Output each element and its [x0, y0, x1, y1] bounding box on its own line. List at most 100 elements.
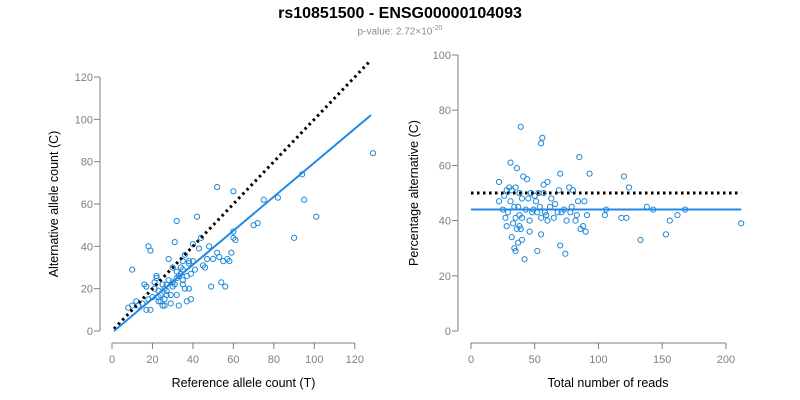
data-point — [540, 189, 547, 197]
data-point — [586, 170, 593, 177]
x-axis-title: Reference allele count (T) — [172, 376, 316, 390]
data-point — [163, 287, 170, 294]
data-point — [501, 192, 508, 199]
data-point — [572, 217, 579, 224]
data-point — [512, 184, 519, 191]
y-tick-label: 100 — [75, 114, 93, 126]
chart-title: rs10851500 - ENSG00000104093 — [278, 5, 522, 22]
x-axis-title: Total number of reads — [548, 376, 669, 390]
data-point — [518, 195, 526, 202]
data-point — [181, 251, 188, 258]
data-point — [197, 234, 205, 241]
data-point — [502, 214, 509, 221]
data-point — [203, 255, 211, 263]
data-point — [187, 296, 194, 303]
y-tick-label: 40 — [81, 241, 93, 253]
y-tick-label: 80 — [81, 157, 93, 169]
y-tick-label: 120 — [75, 72, 93, 84]
data-point — [185, 285, 192, 292]
data-point — [191, 266, 199, 273]
y-axis-title: Alternative allele count (C) — [47, 131, 61, 278]
y-tick-label: 0 — [87, 326, 93, 338]
data-point — [532, 198, 540, 205]
data-point — [153, 272, 160, 280]
data-point — [503, 223, 510, 230]
y-tick-label: 60 — [81, 199, 93, 211]
data-point — [518, 214, 526, 221]
data-point — [508, 234, 515, 241]
data-point — [563, 217, 570, 224]
y-tick-label: 60 — [439, 160, 451, 172]
p-value-text: p-value: 2.72×10 — [357, 26, 433, 38]
data-point — [507, 159, 514, 166]
x-tick-label: 100 — [305, 354, 323, 366]
x-tick-label: 120 — [346, 354, 364, 366]
data-point — [521, 256, 528, 263]
x-tick-label: 50 — [529, 354, 541, 366]
data-point — [147, 247, 154, 254]
p-value-label: p-value: 2.72×10-20 — [0, 25, 800, 37]
data-point — [550, 214, 557, 221]
data-point — [582, 228, 589, 235]
left-scatter-plot: 0 20 40 60 80 100 120 Reference allele count (T… — [47, 59, 377, 390]
data-point — [201, 264, 209, 271]
data-point — [526, 228, 533, 235]
data-point — [576, 154, 583, 161]
data-point — [507, 198, 514, 205]
data-point — [163, 291, 170, 299]
x-tick-label: 20 — [146, 354, 158, 366]
y-tick-label: 20 — [81, 284, 93, 296]
data-point — [509, 220, 517, 227]
data-point — [495, 198, 503, 205]
y-tick-label: 20 — [439, 271, 451, 283]
data-point — [185, 258, 192, 265]
data-point — [662, 231, 670, 238]
data-point — [580, 223, 587, 230]
data-point — [143, 306, 150, 313]
p-value-exponent: -20 — [432, 25, 443, 32]
data-point — [222, 283, 229, 290]
data-point — [512, 247, 519, 255]
data-point — [581, 198, 588, 205]
data-point — [171, 281, 178, 288]
data-point — [666, 217, 673, 224]
data-point — [537, 231, 545, 238]
data-point — [618, 214, 625, 221]
data-point — [159, 302, 166, 309]
data-point — [523, 176, 531, 183]
x-tick-label: 80 — [268, 354, 280, 366]
data-point — [562, 250, 569, 257]
data-point — [518, 236, 526, 244]
data-point — [525, 195, 532, 202]
y-tick-label: 0 — [445, 326, 451, 338]
data-point — [143, 283, 150, 290]
data-point — [155, 298, 162, 305]
data-point — [274, 194, 281, 201]
data-point — [161, 302, 168, 309]
data-point — [167, 300, 174, 307]
data-point — [290, 234, 298, 241]
data-point — [537, 214, 545, 221]
data-point — [179, 277, 186, 284]
data-point — [181, 285, 188, 292]
data-point — [574, 198, 582, 205]
data-point — [169, 264, 176, 271]
data-point — [167, 291, 174, 299]
data-point — [495, 178, 503, 186]
data-point — [230, 228, 237, 235]
data-point — [601, 211, 608, 219]
data-point — [147, 306, 154, 313]
reference-line — [112, 59, 373, 330]
data-point — [573, 211, 580, 219]
data-point — [555, 187, 563, 194]
data-point — [674, 211, 681, 219]
data-point — [195, 245, 203, 252]
data-point — [189, 241, 197, 248]
data-point — [232, 236, 239, 244]
data-point — [208, 283, 215, 290]
data-point — [738, 220, 745, 227]
data-point — [543, 211, 550, 219]
data-point — [552, 200, 559, 208]
right-scatter-plot: 0 50 100 150 200 Total number of reads 0 20 40 60… — [407, 50, 745, 390]
data-point — [369, 150, 377, 157]
